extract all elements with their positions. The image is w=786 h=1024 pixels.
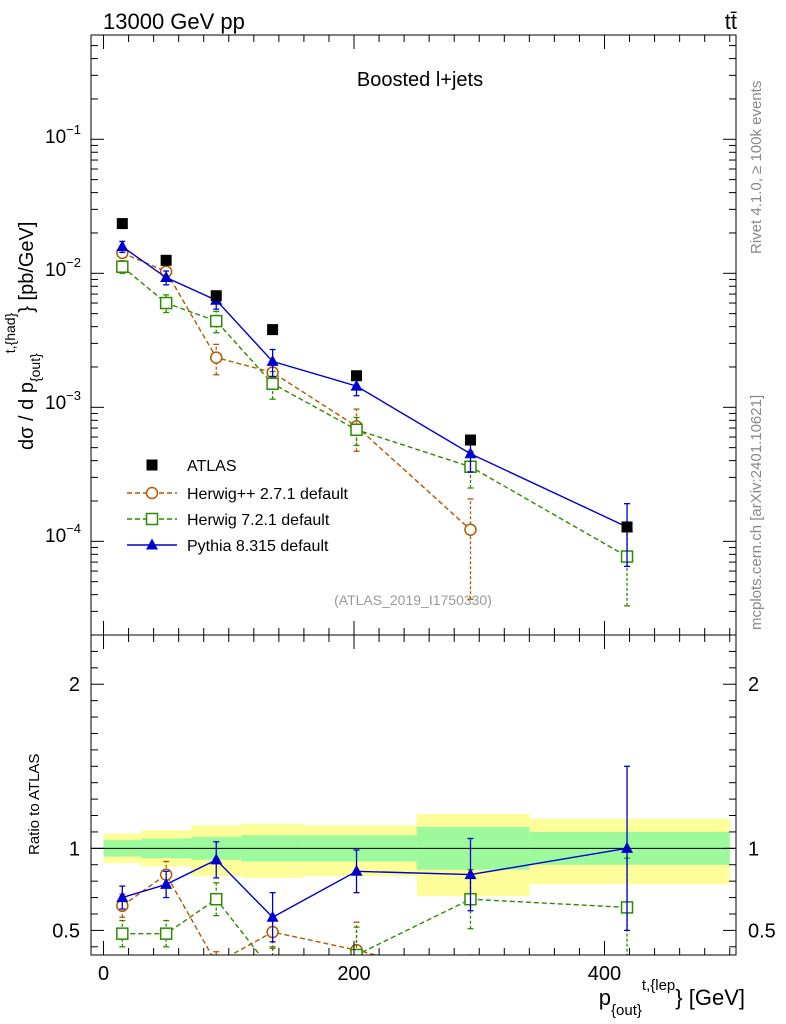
- ratio-xlabel-unit: } [GeV]: [675, 985, 745, 1010]
- ratio-series-point-0-5: [465, 974, 476, 985]
- main-series-point-2-3: [266, 377, 279, 390]
- main-panel: Boosted l+jets (ATLAS_2019_I1750330) 10−…: [2, 35, 736, 636]
- main-series-point-0-3: [267, 324, 279, 336]
- main-series-point-3-0: [116, 240, 129, 252]
- main-watermark: (ATLAS_2019_I1750330): [334, 592, 492, 608]
- legend-label-0: ATLAS: [187, 458, 237, 475]
- legend-marker-2: [145, 512, 159, 526]
- ratio-series-point-2-1: [160, 877, 173, 889]
- main-series-line-3: [121, 246, 628, 528]
- main-series-point-0-4: [351, 370, 363, 382]
- side-label-bottom: mcplots.cern.ch [arXiv:2401.10621]: [748, 395, 765, 630]
- ratio-series-point-2-4: [350, 864, 363, 876]
- main-series-point-2-4: [350, 423, 363, 437]
- main-axis-ticks: [91, 35, 736, 636]
- ratio-ytick-label-right-0: 0.5: [748, 920, 776, 942]
- ratio-bands: [91, 813, 736, 896]
- ratio-frame: [90, 634, 737, 956]
- legend: ATLAS Herwig++ 2.7.1 default Herwig 7.2.1 …: [127, 458, 349, 555]
- main-data-layer: [116, 218, 634, 607]
- main-series-point-3-3: [266, 354, 279, 366]
- main-series-point-0-6: [621, 521, 633, 533]
- main-series-point-3-5: [464, 447, 477, 459]
- process-label: tt̄: [725, 9, 737, 34]
- main-series-point-3-1: [160, 271, 173, 283]
- legend-label-3: Pythia 8.315 default: [187, 538, 329, 555]
- main-series-point-1-5: [464, 523, 477, 537]
- energy-label: 13000 GeV pp: [103, 9, 245, 34]
- xtick-label-2: 400: [588, 963, 621, 985]
- ratio-series-line-0: [121, 873, 379, 955]
- ratio-ytick-label-right-2: 2: [748, 674, 759, 696]
- ratio-tick-labels: 0.5 0.5 1 1 2 2 0 200 400: [52, 674, 776, 985]
- main-series-point-2-0: [116, 260, 129, 273]
- ratio-ytick-label-right-1: 1: [748, 838, 759, 860]
- ytick-label-1e-3: 10−3: [45, 388, 81, 414]
- ratio-series-point-1-3: [267, 966, 278, 977]
- ytick-label-1e-2-exponent: −2: [66, 255, 81, 270]
- ratio-series-point-0-2: [211, 958, 222, 969]
- main-ylabel: dσ / d p{out}t,{had}} [pb/GeV]: [2, 222, 43, 450]
- legend-marker-0: [146, 459, 158, 471]
- ratio-xlabel-sub: {out}: [611, 1002, 642, 1019]
- ytick-label-1e-1: 10−1: [45, 122, 81, 148]
- ytick-label-1e-1-exponent: −1: [66, 122, 81, 137]
- ratio-ytick-label-left-0: 0.5: [52, 920, 80, 942]
- ratio-ytick-label-left-2: 2: [69, 674, 80, 696]
- xtick-label-1: 200: [337, 963, 370, 985]
- xtick-label-0: 0: [98, 963, 109, 985]
- legend-label-2: Herwig 7.2.1 default: [187, 512, 330, 529]
- legend-marker-1: [145, 486, 159, 500]
- ratio-ylabel: Ratio to ATLAS: [26, 754, 43, 855]
- ratio-series-point-2-2: [210, 853, 223, 865]
- main-series-point-0-1: [160, 254, 172, 266]
- ratio-panel: 0.5 0.51 12 20 200 400 Ratio to ATLAS p{out}t…: [26, 635, 776, 1019]
- main-series-point-3-4: [350, 379, 363, 391]
- ratio-series-point-2-6: [621, 841, 634, 853]
- ratio-ytick-label-left-1: 1: [69, 838, 80, 860]
- main-series-point-1-2: [209, 351, 223, 364]
- ratio-series-point-2-0: [116, 891, 129, 903]
- legend-marker-3: [146, 538, 158, 550]
- ratio-series-point-1-0: [116, 927, 129, 940]
- main-series-point-2-2: [209, 314, 223, 328]
- main-ylabel-unit: } [pb/GeV]: [16, 222, 38, 313]
- main-ytick-labels: 10−1 10−2 10−3 10−4: [45, 122, 81, 547]
- ratio-series-point-2-5: [464, 868, 477, 880]
- ytick-label-1e-2: 10−2: [45, 255, 81, 281]
- main-ylabel-sup: t,{had}: [2, 312, 18, 353]
- ratio-xlabel-sup: t,{lep: [642, 977, 675, 994]
- ytick-label-1e-4-exponent: −4: [66, 521, 81, 536]
- ratio-series-line-1: [122, 898, 628, 955]
- main-series-point-0-0: [116, 218, 128, 230]
- ratio-series-point-2-3: [266, 910, 279, 922]
- main-series-line-1: [122, 252, 471, 531]
- ratio-axis-ticks: [91, 635, 736, 955]
- legend-label-1: Herwig++ 2.7.1 default: [187, 486, 349, 503]
- main-ylabel-sub: {out}: [27, 353, 43, 382]
- main-series-point-0-2: [210, 290, 222, 302]
- side-label-top: Rivet 4.1.0, ≥ 100k events: [748, 81, 765, 254]
- main-title: Boosted l+jets: [357, 69, 483, 91]
- ytick-label-1e-4: 10−4: [45, 521, 81, 547]
- ratio-data-layer: [116, 765, 634, 985]
- ratio-series-point-1-4: [350, 948, 363, 955]
- main-series-point-0-5: [464, 434, 476, 446]
- ytick-label-1e-3-exponent: −3: [66, 388, 81, 403]
- ratio-series-point-1-2: [209, 892, 223, 906]
- main-series-point-2-1: [159, 296, 173, 310]
- ratio-series-point-1-1: [159, 927, 173, 940]
